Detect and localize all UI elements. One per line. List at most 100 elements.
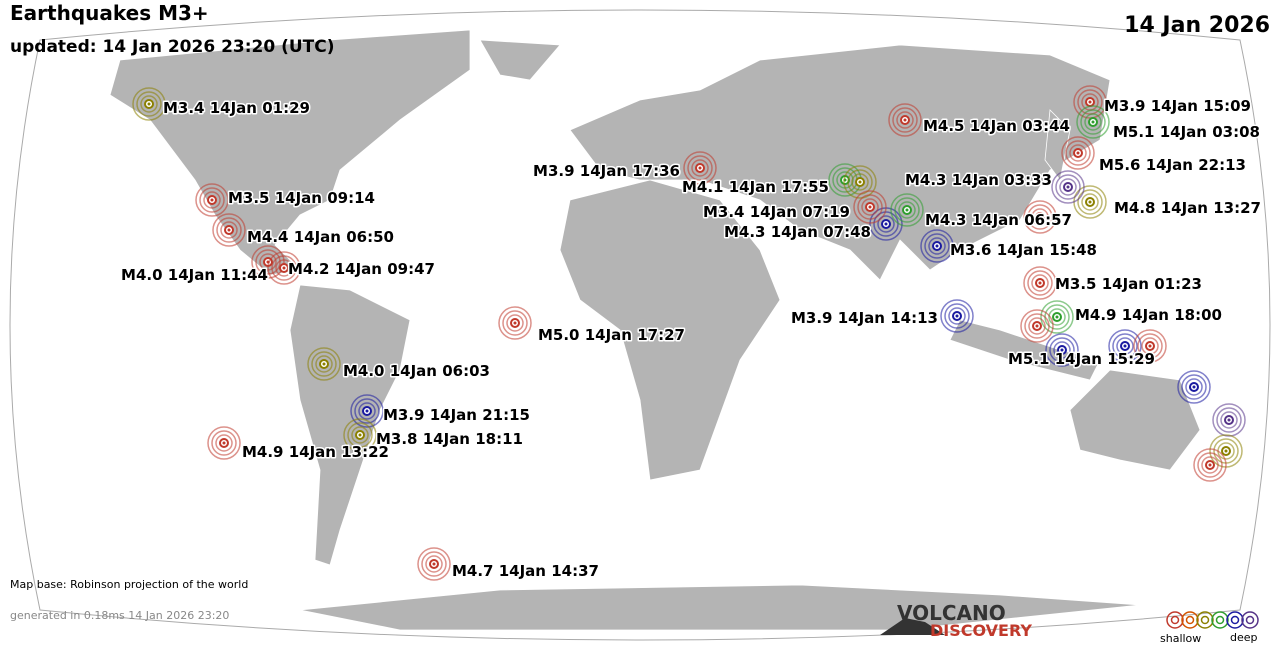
marker-dot bbox=[322, 362, 326, 366]
marker-ring bbox=[1201, 456, 1219, 474]
legend-ring bbox=[1226, 611, 1244, 629]
quake-label: M3.4 14Jan 07:19 bbox=[703, 203, 850, 221]
quake-label: M4.0 14Jan 06:03 bbox=[343, 362, 490, 380]
marker-dot bbox=[1060, 348, 1064, 352]
marker-dot bbox=[1055, 315, 1059, 319]
quake-label: M4.2 14Jan 09:47 bbox=[288, 260, 435, 278]
quake-marker bbox=[1177, 370, 1211, 404]
marker-ring bbox=[1027, 270, 1053, 296]
marker-dot bbox=[1076, 151, 1080, 155]
marker-ring bbox=[1141, 337, 1159, 355]
marker-ring bbox=[1059, 178, 1077, 196]
quake-label: M3.9 14Jan 14:13 bbox=[791, 309, 938, 327]
legend-ring bbox=[1245, 615, 1255, 625]
marker-dot bbox=[227, 228, 231, 232]
marker-ring bbox=[1108, 329, 1142, 363]
marker-ring bbox=[347, 422, 373, 448]
marker-dot bbox=[884, 222, 888, 226]
marker-ring bbox=[1023, 200, 1057, 234]
quake-marker bbox=[498, 306, 532, 340]
generated-note: generated in 0.18ms 14 Jan 2026 23:20 bbox=[10, 609, 229, 622]
quake-marker bbox=[920, 229, 954, 263]
logo-icon bbox=[880, 618, 945, 635]
marker-dot bbox=[1038, 281, 1042, 285]
marker-ring bbox=[851, 173, 869, 191]
marker-ring bbox=[683, 151, 717, 185]
marker-ring bbox=[1216, 407, 1242, 433]
quake-marker bbox=[195, 183, 229, 217]
marker-ring bbox=[1023, 266, 1057, 300]
marker-ring bbox=[1116, 337, 1134, 355]
marker-dot bbox=[698, 166, 702, 170]
marker-ring bbox=[1081, 193, 1099, 211]
quake-label: M3.5 14Jan 01:23 bbox=[1055, 275, 1202, 293]
land bbox=[109, 29, 1201, 631]
quake-marker bbox=[212, 213, 246, 247]
legend-ring bbox=[1241, 611, 1259, 629]
quake-label: M4.7 14Jan 14:37 bbox=[452, 562, 599, 580]
marker-dot bbox=[1123, 344, 1127, 348]
quake-marker bbox=[1020, 309, 1054, 343]
marker-ring bbox=[1045, 333, 1079, 367]
quake-label: M3.4 14Jan 01:29 bbox=[163, 99, 310, 117]
marker-ring bbox=[896, 111, 914, 129]
quake-marker bbox=[1212, 403, 1246, 437]
marker-dot bbox=[868, 205, 872, 209]
marker-ring bbox=[506, 314, 524, 332]
marker-ring bbox=[1137, 333, 1163, 359]
marker-ring bbox=[255, 249, 281, 275]
marker-dot bbox=[1066, 185, 1070, 189]
marker-dot bbox=[858, 180, 862, 184]
marker-ring bbox=[1051, 170, 1085, 204]
quake-marker bbox=[1133, 329, 1167, 363]
marker-ring bbox=[1027, 204, 1053, 230]
title: Earthquakes M3+ bbox=[10, 1, 209, 25]
marker-ring bbox=[1065, 140, 1091, 166]
marker-dot bbox=[1224, 449, 1228, 453]
marker-ring bbox=[920, 229, 954, 263]
marker-dot bbox=[1035, 324, 1039, 328]
marker-ring bbox=[888, 103, 922, 137]
marker-ring bbox=[199, 187, 225, 213]
quake-label: M4.5 14Jan 03:44 bbox=[923, 117, 1070, 135]
marker-dot bbox=[1192, 385, 1196, 389]
quake-marker bbox=[1023, 266, 1057, 300]
legend-shallow: shallow bbox=[1160, 632, 1201, 645]
marker-ring bbox=[267, 251, 301, 285]
legend-ring bbox=[1185, 615, 1195, 625]
marker-ring bbox=[877, 215, 895, 233]
marker-ring bbox=[1028, 317, 1046, 335]
quake-marker bbox=[267, 251, 301, 285]
marker-ring bbox=[275, 259, 293, 277]
legend-ring bbox=[1166, 611, 1184, 629]
quake-label: M4.3 14Jan 06:57 bbox=[925, 211, 1072, 229]
marker-ring bbox=[898, 201, 916, 219]
quake-marker bbox=[1108, 329, 1142, 363]
quake-marker bbox=[1045, 333, 1079, 367]
marker-ring bbox=[1020, 309, 1054, 343]
quake-marker bbox=[417, 547, 451, 581]
marker-ring bbox=[843, 165, 877, 199]
quake-label: M4.4 14Jan 06:50 bbox=[247, 228, 394, 246]
quake-marker bbox=[853, 190, 887, 224]
marker-ring bbox=[1112, 333, 1138, 359]
date: 14 Jan 2026 bbox=[1124, 13, 1270, 38]
quake-label: M5.0 14Jan 17:27 bbox=[538, 326, 685, 344]
marker-ring bbox=[892, 107, 918, 133]
quake-label: M4.3 14Jan 07:48 bbox=[724, 223, 871, 241]
quake-label: M4.9 14Jan 18:00 bbox=[1075, 306, 1222, 324]
marker-ring bbox=[350, 394, 384, 428]
quake-marker bbox=[940, 299, 974, 333]
marker-dot bbox=[1227, 418, 1231, 422]
legend-ring bbox=[1215, 615, 1225, 625]
marker-ring bbox=[211, 430, 237, 456]
marker-ring bbox=[271, 255, 297, 281]
marker-ring bbox=[220, 221, 238, 239]
marker-ring bbox=[940, 299, 974, 333]
marker-ring bbox=[354, 398, 380, 424]
marker-dot bbox=[905, 208, 909, 212]
quake-label: M4.9 14Jan 13:22 bbox=[242, 443, 389, 461]
marker-dot bbox=[513, 321, 517, 325]
marker-ring bbox=[351, 426, 369, 444]
